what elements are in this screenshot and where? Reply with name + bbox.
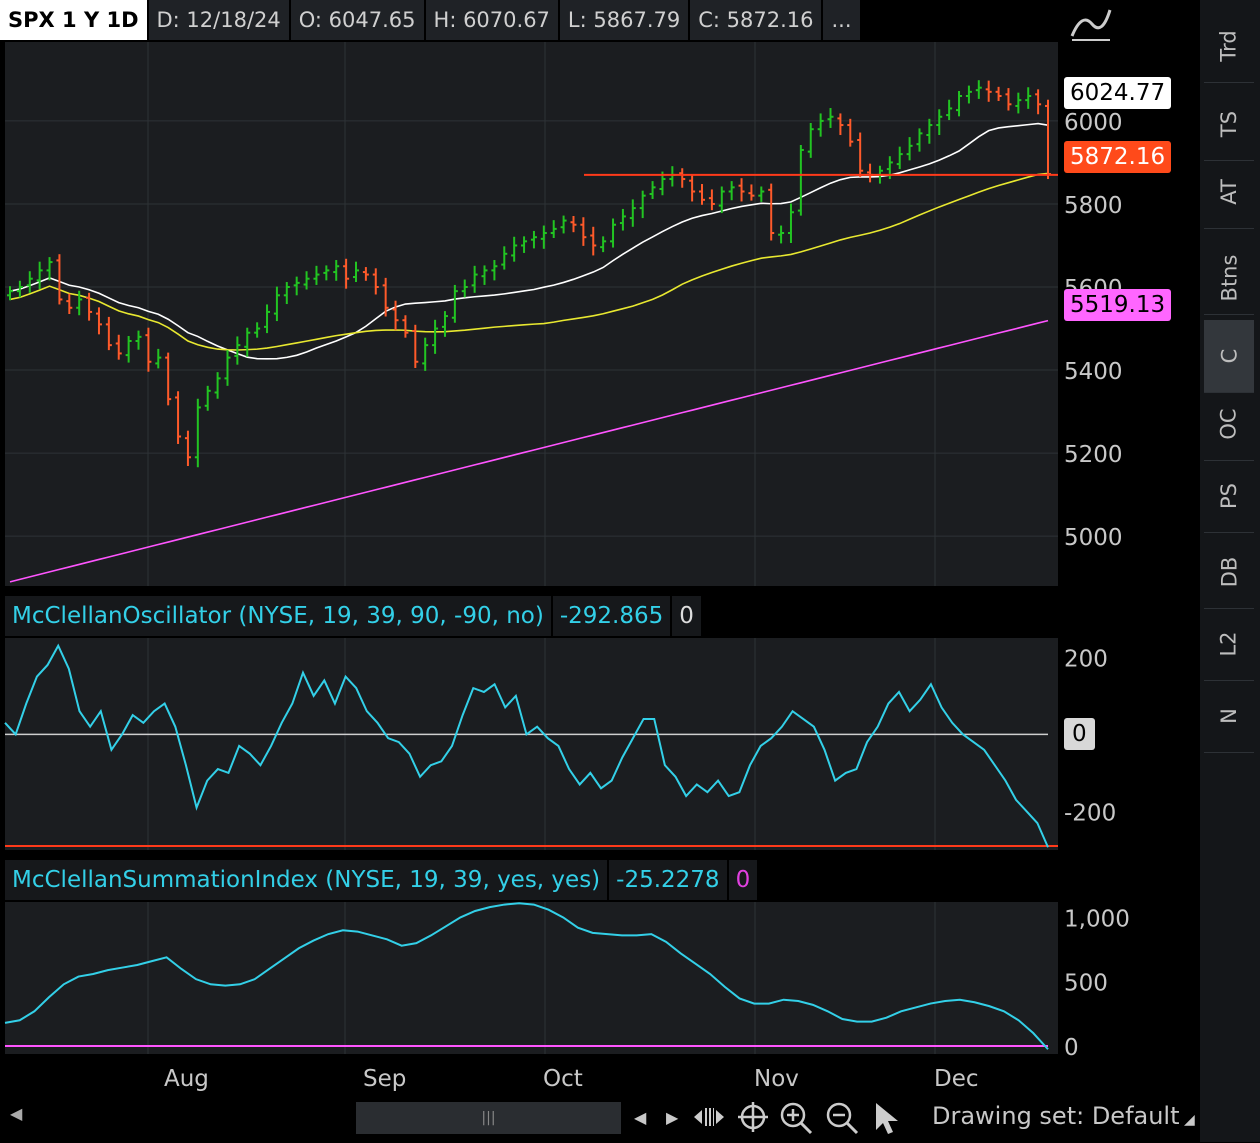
chart-header: SPX 1 Y 1D D: 12/18/24 O: 6047.65 H: 607… (0, 0, 862, 40)
osc-tick-label: -200 (1064, 800, 1116, 826)
tab-ps[interactable]: PS (1204, 460, 1254, 533)
tab-c[interactable]: C (1204, 320, 1254, 393)
tab-n[interactable]: N (1204, 680, 1254, 753)
studies-button[interactable] (1062, 0, 1198, 42)
summation-title[interactable]: McClellanSummationIndex (NYSE, 19, 39, y… (5, 860, 610, 900)
oscillator-line (4, 643, 1049, 848)
x-tick-label: Dec (934, 1066, 979, 1092)
studies-icon (1070, 9, 1112, 41)
pan-right-icon[interactable]: ▶ (666, 1108, 679, 1127)
x-tick-label: Sep (363, 1066, 406, 1092)
cursor-icon[interactable] (872, 1100, 902, 1143)
last-price-tag: 5872.16 (1064, 141, 1172, 173)
tab-db[interactable]: DB (1204, 536, 1254, 609)
oscillator-title[interactable]: McClellanOscillator (NYSE, 19, 39, 90, -… (5, 596, 553, 636)
summation-value: -25.2278 (609, 860, 729, 900)
oscillator-panel-bg (5, 638, 1058, 850)
x-tick-label: Aug (164, 1066, 209, 1092)
zoom-in-icon[interactable] (778, 1100, 814, 1143)
date-readout: D: 12/18/24 (149, 0, 291, 40)
tab-oc[interactable]: OC (1204, 388, 1254, 461)
open-readout: O: 6047.65 (291, 0, 426, 40)
osc-tick-label: 200 (1064, 646, 1108, 672)
summation-panel-bg (5, 902, 1058, 1054)
tab-l2[interactable]: L2 (1204, 608, 1254, 681)
drawing-set-dropdown-icon[interactable]: ◢ (1184, 1112, 1195, 1128)
price-tick-label: 5200 (1064, 442, 1123, 468)
horizontal-scrollbar[interactable]: ||| (356, 1102, 621, 1134)
ma-white-line (9, 122, 1049, 360)
x-tick-label: Nov (754, 1066, 799, 1092)
expand-icon[interactable] (692, 1100, 726, 1141)
price-tick-label: 5800 (1064, 193, 1123, 219)
low-readout: L: 5867.79 (560, 0, 691, 40)
sum-tick-label: 0 (1064, 1035, 1079, 1061)
ma-white-tag: 6024.77 (1064, 77, 1172, 109)
tab-trd[interactable]: Trd (1204, 10, 1254, 83)
tab-ts[interactable]: TS (1204, 88, 1254, 161)
crosshair-icon[interactable] (736, 1100, 770, 1141)
summation-line (4, 902, 1049, 1050)
ma-magenta-line (9, 319, 1049, 583)
sum-tick-label: 500 (1064, 971, 1108, 997)
x-tick-label: Oct (543, 1066, 583, 1092)
price-tick-label: 6000 (1064, 110, 1123, 136)
chart-area[interactable]: 500052005400560058006000 200-200 1,00050… (0, 0, 1200, 1098)
summation-extra: 0 (728, 860, 760, 900)
tab-at[interactable]: AT (1204, 156, 1254, 229)
drawing-set-selector[interactable]: Drawing set: Default (932, 1102, 1180, 1130)
pan-left-icon[interactable]: ◀ (634, 1108, 647, 1127)
oscillator-zero-tag: 0 (1064, 718, 1095, 750)
symbol-label[interactable]: SPX 1 Y 1D (0, 0, 149, 40)
ma-yellow-line (9, 172, 1049, 351)
close-readout: C: 5872.16 (690, 0, 824, 40)
scroll-left-icon[interactable]: ◀ (10, 1104, 23, 1123)
oscillator-header: McClellanOscillator (NYSE, 19, 39, 90, -… (5, 596, 703, 636)
zoom-out-icon[interactable] (824, 1100, 860, 1143)
price-panel-bg (5, 42, 1058, 586)
ma-magenta-tag: 5519.13 (1064, 289, 1172, 321)
sum-tick-label: 1,000 (1064, 906, 1130, 932)
oscillator-extra: 0 (672, 596, 703, 636)
more-readout[interactable]: ... (823, 0, 862, 40)
price-tick-label: 5400 (1064, 359, 1123, 385)
right-sidebar: Trd TS AT Btns C OC PS DB L2 N (1200, 0, 1260, 1142)
tab-btns[interactable]: Btns (1204, 242, 1254, 315)
high-readout: H: 6070.67 (426, 0, 560, 40)
summation-header: McClellanSummationIndex (NYSE, 19, 39, y… (5, 860, 760, 900)
price-tick-label: 5000 (1064, 525, 1123, 551)
oscillator-value: -292.865 (552, 596, 673, 636)
